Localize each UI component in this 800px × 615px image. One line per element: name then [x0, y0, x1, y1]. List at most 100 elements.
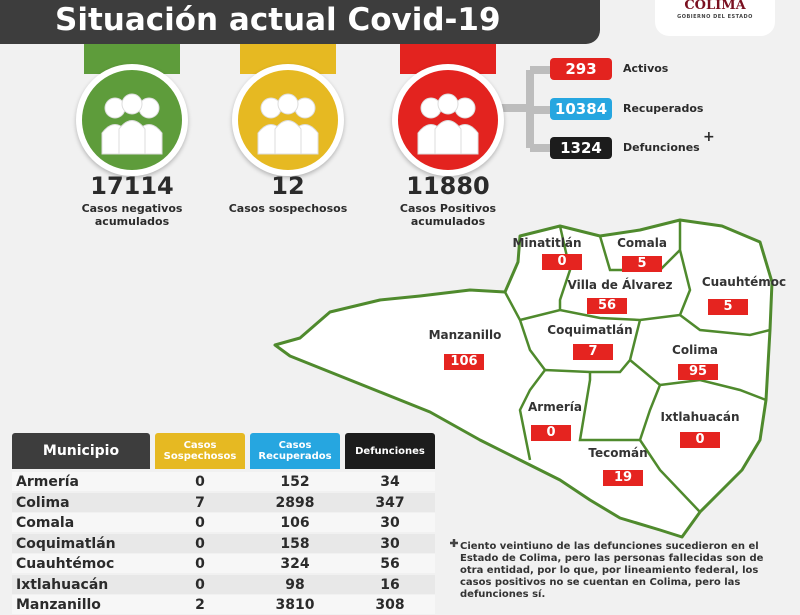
border [638, 439, 701, 513]
graphics [273, 66, 774, 547]
positive-label: Activos [623, 62, 669, 75]
border [679, 314, 771, 337]
table-cell: 2898 [275, 494, 315, 511]
table-cell: 7 [195, 494, 205, 511]
table-row [12, 492, 435, 512]
people-icon [101, 93, 163, 155]
municipality-value: 0 [531, 425, 571, 441]
table-cell: 0 [195, 535, 205, 552]
municipality-name: Colima [672, 343, 718, 357]
map [273, 218, 774, 539]
municipality-name: Villa de Álvarez [567, 278, 673, 292]
border [659, 378, 767, 402]
table-cell: 2 [195, 597, 205, 613]
municipality-value: 19 [603, 470, 643, 486]
table-row [12, 513, 435, 532]
icon-head [277, 93, 299, 115]
table-cell: 98 [285, 576, 305, 593]
border [558, 225, 572, 310]
border [503, 291, 546, 371]
positive-note: + [703, 129, 715, 145]
municipality-value: 106 [444, 354, 484, 370]
table-cell: Armería [16, 474, 79, 490]
logo: COLIMA GOBIERNO DEL ESTADO [655, 0, 775, 36]
table-header: Casos Sospechosos [155, 433, 245, 469]
summary-value: 11880 [406, 172, 490, 200]
icon-body [274, 120, 302, 155]
table-cell: 347 [375, 494, 405, 511]
state-outline [273, 218, 774, 539]
footnote: Ciento veintiuno de las defunciones suce… [460, 541, 764, 600]
municipality-name: Armería [528, 400, 582, 414]
table-row [12, 554, 435, 573]
icon-head [437, 93, 459, 115]
municipality-value: 7 [573, 344, 613, 360]
logo-subtitle: GOBIERNO DEL ESTADO [677, 14, 753, 20]
summary-label: Casos Positivos acumulados [399, 202, 497, 228]
table-cell: 56 [380, 556, 400, 572]
municipality-name: Coquimatlán [547, 323, 633, 337]
people-icon [417, 93, 479, 155]
municipality-name: Manzanillo [428, 328, 502, 342]
table-row [12, 533, 435, 553]
municipality-name: Tecomán [588, 446, 648, 460]
table-cell: Manzanillo [16, 597, 101, 613]
municipal-borders [503, 220, 771, 513]
table-cell: 106 [280, 515, 310, 531]
summary-value: 12 [271, 172, 305, 200]
municipality-name: Minatitlán [512, 236, 582, 250]
table-cell: 16 [380, 576, 400, 593]
border [519, 220, 692, 322]
table-cell: Comala [16, 515, 75, 531]
table-cell: Colima [16, 494, 70, 511]
summary-label: Casos negativos acumulados [81, 202, 183, 228]
table-cell: 158 [280, 535, 310, 552]
bracket [500, 66, 550, 152]
table-row [12, 472, 435, 491]
status-circle [392, 64, 504, 176]
icon-head [121, 93, 143, 115]
icon-body [434, 120, 462, 155]
people-icon [257, 93, 319, 155]
municipality-value: 0 [542, 254, 582, 270]
positive-label: Recuperados [623, 102, 704, 115]
table-cell: 0 [195, 474, 205, 490]
logo-text: COLIMA [684, 0, 746, 13]
footnote-bullet [450, 539, 458, 547]
municipality-value: 56 [587, 298, 627, 314]
municipality-value: 5 [622, 256, 662, 272]
table-cell: 30 [380, 515, 400, 531]
table-cell: 3810 [275, 597, 315, 613]
municipality-value: 95 [678, 364, 718, 380]
municipality-value: 0 [680, 432, 720, 448]
municipality-name: Comala [617, 236, 667, 250]
title: Situación actual Covid-19 [0, 0, 600, 44]
table-cell: 324 [280, 556, 310, 572]
positive-value: 10384 [550, 98, 612, 120]
table-cell: Cuauhtémoc [16, 556, 115, 572]
table-cell: 152 [280, 474, 310, 490]
municipality-name: Cuauhtémoc [701, 275, 787, 289]
summary-value: 17114 [90, 172, 174, 200]
summary-label: Casos sospechosos [228, 202, 348, 215]
table-cell: 30 [380, 535, 400, 552]
table-header: Defunciones [345, 433, 435, 469]
table-cell: 0 [195, 556, 205, 572]
table-cell: 34 [380, 474, 400, 490]
table-cell: 0 [195, 576, 205, 593]
positive-value: 293 [550, 58, 612, 80]
municipality-name: Ixtlahuacán [660, 410, 740, 424]
border [518, 319, 642, 461]
icon-body [118, 120, 146, 155]
table-cell: Coquimatlán [16, 535, 116, 552]
table-row [12, 574, 435, 594]
municipality-value: 5 [708, 299, 748, 315]
table-cell: Ixtlahuacán [16, 576, 109, 593]
table-header: Municipio [12, 433, 150, 469]
positive-value: 1324 [550, 137, 612, 159]
table-header: Casos Recuperados [250, 433, 340, 469]
table-cell: 0 [195, 515, 205, 531]
positive-label: Defunciones [623, 141, 700, 154]
table-cell: 308 [375, 597, 405, 613]
